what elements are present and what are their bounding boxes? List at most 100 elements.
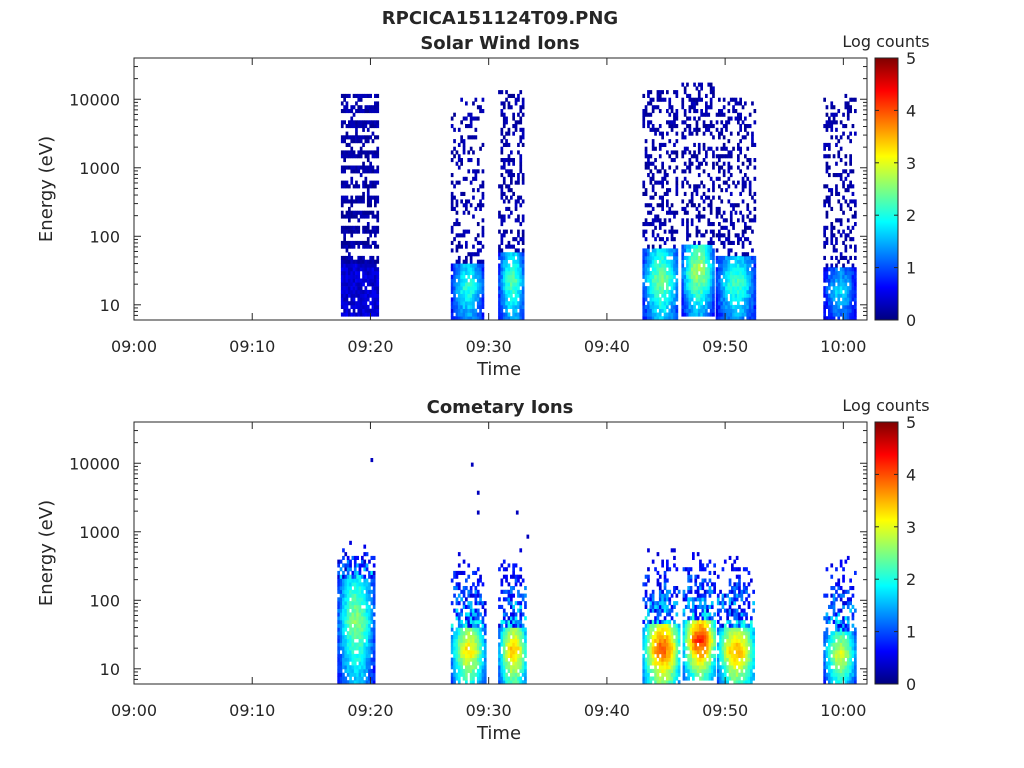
spectrogram-cell <box>741 120 745 125</box>
spectrogram-cell <box>500 627 504 632</box>
spectrogram-cell <box>502 263 506 268</box>
spectrogram-cell <box>666 578 669 583</box>
spectrogram-cell <box>663 657 667 662</box>
spectrogram-cell <box>455 301 459 306</box>
spectrogram-cell <box>469 120 473 125</box>
spectrogram-cell <box>345 150 349 155</box>
spectrogram-cell <box>846 308 850 313</box>
spectrogram-cell <box>364 124 368 129</box>
spectrogram-cell <box>357 218 361 223</box>
spectrogram-cell <box>642 255 646 260</box>
spectrogram-cell <box>358 665 362 670</box>
spectrogram-cell <box>460 244 463 249</box>
spectrogram-cell <box>469 263 473 268</box>
spectrogram-cell <box>661 593 664 598</box>
spectrogram-cell <box>751 255 754 260</box>
spectrogram-cell <box>722 263 726 268</box>
spectrogram-cell <box>368 661 371 666</box>
spectrogram-cell <box>642 116 646 121</box>
spectrogram-cell <box>346 563 350 568</box>
spectrogram-cell <box>339 635 343 640</box>
spectrogram-cell <box>517 240 520 245</box>
spectrogram-cell <box>825 184 829 189</box>
spectrogram-cell <box>370 601 374 606</box>
spectrogram-cell <box>472 135 475 140</box>
spectrogram-cell <box>739 97 742 102</box>
spectrogram-cell <box>472 623 475 628</box>
spectrogram-cell <box>670 271 674 276</box>
spectrogram-cell <box>668 646 672 651</box>
spectrogram-cell <box>462 593 466 598</box>
spectrogram-cell <box>365 661 369 666</box>
spectrogram-cell <box>663 638 667 643</box>
spectrogram-cell <box>718 184 721 189</box>
spectrogram-cell <box>693 274 696 279</box>
spectrogram-cell <box>697 297 701 302</box>
spectrogram-cell <box>675 184 679 189</box>
spectrogram-cell <box>517 578 520 583</box>
spectrogram-cell <box>371 131 375 136</box>
spectrogram-cell <box>753 218 757 223</box>
spectrogram-cell <box>512 301 515 306</box>
spectrogram-cell <box>710 635 714 640</box>
spectrogram-cell <box>474 619 478 624</box>
spectrogram-cell <box>350 263 354 268</box>
spectrogram-cell <box>510 93 513 98</box>
spectrogram-cell <box>450 312 454 317</box>
spectrogram-cell <box>702 289 706 294</box>
spectrogram-cell <box>372 642 376 647</box>
spectrogram-cell <box>708 631 712 636</box>
spectrogram-cell <box>712 165 715 170</box>
spectrogram-cell <box>352 278 356 283</box>
spectrogram-cell <box>364 109 368 114</box>
spectrogram-cell <box>519 158 523 163</box>
spectrogram-cell <box>701 665 705 670</box>
spectrogram-cell <box>340 135 344 140</box>
spectrogram-cell <box>702 214 706 219</box>
spectrogram-cell <box>675 665 679 670</box>
spectrogram-cell <box>832 225 836 230</box>
spectrogram-cell <box>505 139 508 144</box>
spectrogram-cell <box>512 642 515 647</box>
spectrogram-cell <box>744 304 747 309</box>
spectrogram-cell <box>739 274 742 279</box>
spectrogram-cell <box>465 316 468 321</box>
spectrogram-cell <box>337 646 340 651</box>
spectrogram-cell <box>521 240 525 245</box>
spectrogram-cell <box>744 312 747 317</box>
spectrogram-cell <box>661 271 664 276</box>
spectrogram-cell <box>507 274 511 279</box>
spectrogram-cell <box>656 286 660 291</box>
spectrogram-cell <box>675 210 679 215</box>
spectrogram-cell <box>365 589 369 594</box>
spectrogram-cell <box>450 199 454 204</box>
spectrogram-cell <box>519 582 523 587</box>
spectrogram-cell <box>720 240 724 245</box>
spectrogram-cell <box>505 271 508 276</box>
spectrogram-cell <box>682 612 686 617</box>
spectrogram-cell <box>349 574 352 579</box>
spectrogram-cell <box>343 301 346 306</box>
spectrogram-cell <box>654 661 657 666</box>
spectrogram-cell <box>524 586 527 591</box>
spectrogram-cell <box>355 293 358 298</box>
spectrogram-cell <box>727 240 731 245</box>
spectrogram-cell <box>370 627 374 632</box>
spectrogram-cell <box>668 308 672 313</box>
spectrogram-cell <box>467 638 471 643</box>
spectrogram-cell <box>713 635 716 640</box>
spectrogram-cell <box>846 135 850 140</box>
spectrogram-cell <box>673 661 676 666</box>
spectrogram-cell <box>695 214 699 219</box>
spectrogram-cell <box>849 312 852 317</box>
spectrogram-cell <box>498 297 501 302</box>
spectrogram-cell <box>734 210 738 215</box>
spectrogram-cell <box>681 278 685 283</box>
spectrogram-cell <box>479 619 482 624</box>
spectrogram-cell <box>465 631 468 636</box>
spectrogram-cell <box>647 301 650 306</box>
spectrogram-cell <box>709 293 713 298</box>
spectrogram-cell <box>739 139 742 144</box>
spectrogram-cell <box>457 619 461 624</box>
spectrogram-cell <box>675 180 679 185</box>
